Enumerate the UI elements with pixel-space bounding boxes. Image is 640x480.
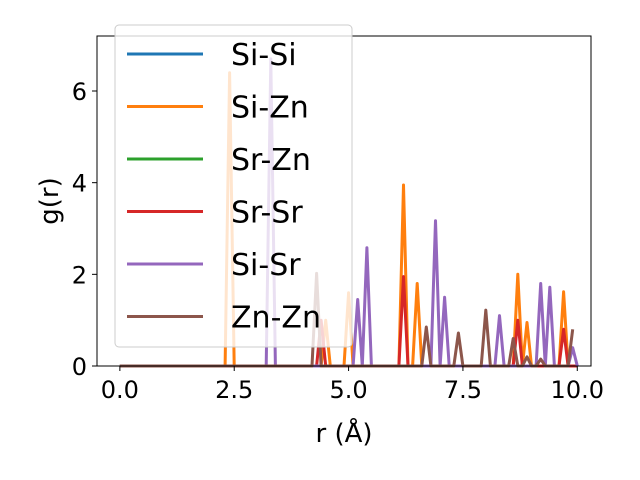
legend-label-sr-zn: Sr-Zn — [231, 143, 311, 178]
x-tick-label: 10.0 — [551, 376, 604, 404]
y-tick-label: 0 — [72, 353, 87, 381]
x-tick-label: 5.0 — [329, 376, 367, 404]
legend-box — [114, 24, 353, 348]
legend-label-si-zn: Si-Zn — [231, 91, 309, 126]
legend-label-sr-sr: Sr-Sr — [231, 196, 303, 231]
legend: Si-Si Si-Zn Sr-Zn Sr-Sr Si-Sr Zn-Zn — [114, 24, 353, 348]
x-axis-label: r (Å) — [315, 417, 372, 449]
y-tick-label: 2 — [72, 261, 87, 289]
x-tick-label: 0.0 — [101, 376, 139, 404]
x-tick-label: 2.5 — [215, 376, 253, 404]
y-tick-label: 4 — [72, 170, 87, 198]
legend-label-zn-zn: Zn-Zn — [231, 301, 321, 336]
legend-label-si-sr: Si-Sr — [231, 248, 301, 283]
x-tick-label: 7.5 — [444, 376, 482, 404]
x-axis-ticks: 0.0 2.5 5.0 7.5 10.0 — [101, 366, 604, 404]
y-axis-ticks: 0 2 4 6 — [72, 78, 97, 381]
legend-label-si-si: Si-Si — [231, 38, 297, 73]
y-tick-label: 6 — [72, 78, 87, 106]
y-axis-label: g(r) — [35, 177, 65, 224]
